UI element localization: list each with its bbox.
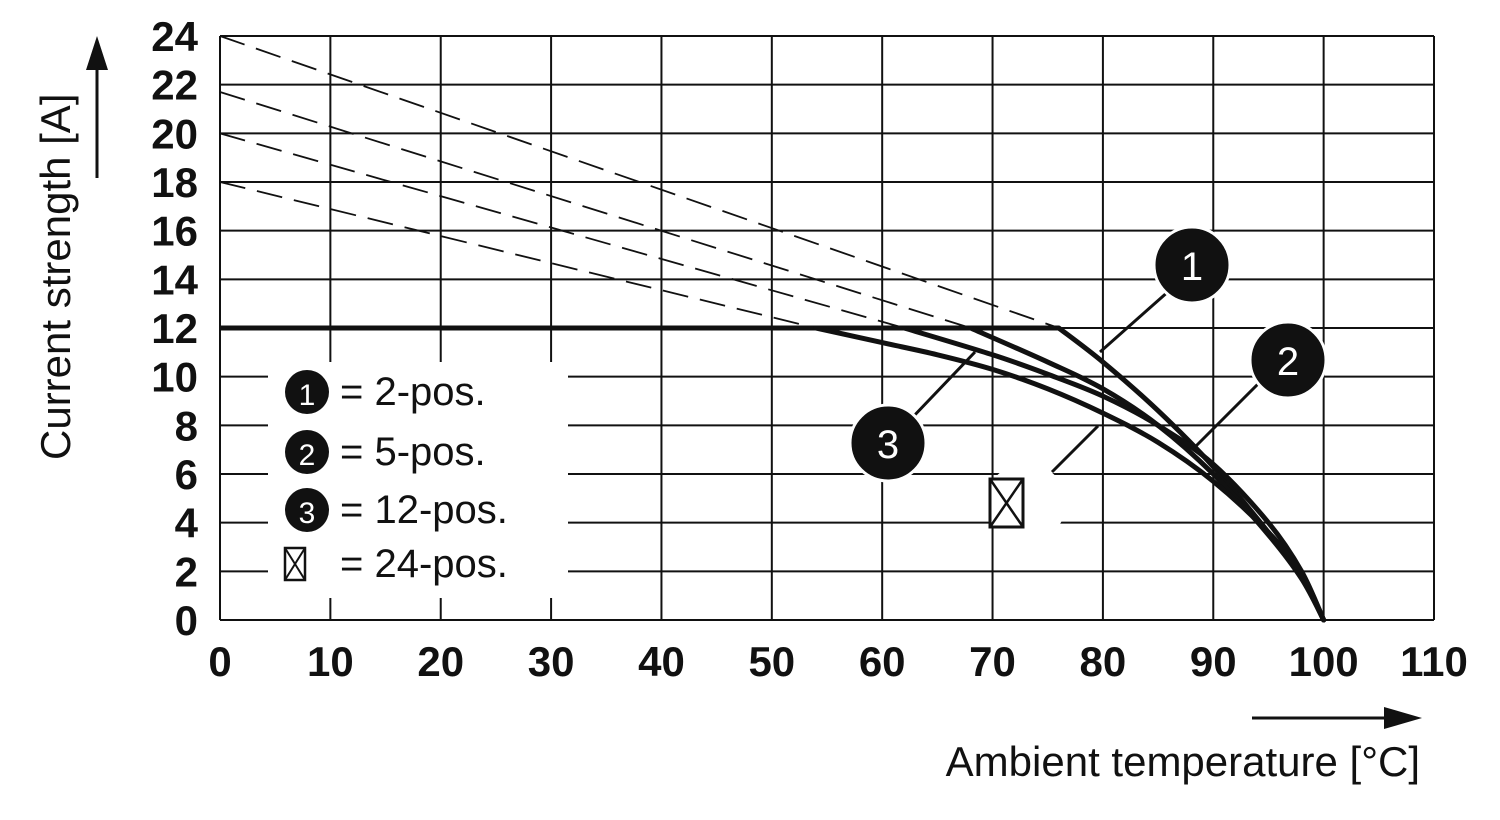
callout-3-marker bbox=[848, 403, 928, 483]
y-tick-label: 6 bbox=[175, 451, 198, 498]
legend-marker-1 bbox=[285, 370, 329, 414]
callout-24-pos bbox=[986, 424, 1100, 543]
callout-2: 2 bbox=[1192, 320, 1328, 450]
series-1-extrapolation bbox=[219, 35, 1060, 329]
derating-curves bbox=[220, 325, 1327, 623]
legend-marker-3 bbox=[285, 488, 329, 532]
callout-crossed-box-icon bbox=[988, 477, 1025, 529]
series-3-extrapolation bbox=[219, 132, 905, 329]
x-axis-title: Ambient temperature [°C] bbox=[946, 738, 1420, 785]
y-tick-label: 2 bbox=[175, 548, 198, 595]
callout-3: 3 bbox=[848, 350, 977, 483]
callout-1-marker bbox=[1152, 225, 1232, 305]
legend-marker-2 bbox=[285, 430, 329, 474]
y-tick-label: 16 bbox=[151, 208, 198, 255]
x-tick-label: 80 bbox=[1080, 638, 1127, 685]
callout-3-label: 3 bbox=[877, 423, 899, 467]
grid bbox=[219, 35, 1435, 621]
legend-marker-3-label: 3 bbox=[299, 497, 316, 530]
y-tick-label: 8 bbox=[175, 402, 198, 449]
x-tick-label: 10 bbox=[307, 638, 354, 685]
y-axis-title: Current strength [A] bbox=[32, 94, 79, 461]
x-tick-label: 40 bbox=[638, 638, 685, 685]
y-axis-arrow bbox=[86, 36, 108, 178]
y-tick-label: 10 bbox=[151, 354, 198, 401]
legend: 1 = 2-pos. 2 = 5-pos. 3 = 12-pos. = 24-p… bbox=[268, 362, 568, 598]
series-2-extrapolation bbox=[219, 91, 971, 329]
callout-2-marker bbox=[1248, 320, 1328, 400]
y-tick-label: 14 bbox=[151, 256, 198, 303]
x-tick-label: 100 bbox=[1289, 638, 1359, 685]
x-tick-label: 50 bbox=[748, 638, 795, 685]
x-axis-arrow bbox=[1252, 707, 1422, 729]
y-tick-label: 0 bbox=[175, 597, 198, 644]
callout-24-pos-bg bbox=[986, 463, 1066, 543]
series-4-curve bbox=[813, 325, 1327, 623]
y-tick-label: 24 bbox=[151, 13, 198, 60]
legend-item-5-pos: 2 = 5-pos. bbox=[285, 430, 486, 474]
callout-1: 1 bbox=[1099, 225, 1232, 354]
dashed-extrapolations bbox=[219, 35, 1060, 329]
legend-item-12-pos: 3 = 12-pos. bbox=[285, 488, 508, 532]
legend-label-2-pos: = 2-pos. bbox=[340, 370, 486, 414]
callout-1-label: 1 bbox=[1181, 245, 1203, 289]
x-tick-label: 0 bbox=[208, 638, 231, 685]
legend-item-24-pos: = 24-pos. bbox=[283, 542, 508, 586]
callout-2-label: 2 bbox=[1277, 340, 1299, 384]
legend-crossed-box-icon bbox=[283, 546, 307, 582]
x-tick-label: 60 bbox=[859, 638, 906, 685]
legend-label-12-pos: = 12-pos. bbox=[340, 488, 508, 532]
series-3-curve bbox=[901, 325, 1327, 623]
legend-marker-1-label: 1 bbox=[299, 379, 316, 412]
series-4-extrapolation bbox=[219, 181, 817, 329]
y-tick-label: 20 bbox=[151, 110, 198, 157]
x-tick-label: 110 bbox=[1400, 638, 1468, 685]
x-tick-label: 90 bbox=[1190, 638, 1237, 685]
y-tick-label: 4 bbox=[175, 500, 199, 547]
legend-label-5-pos: = 5-pos. bbox=[340, 430, 486, 474]
y-tick-label: 12 bbox=[151, 305, 198, 352]
x-tick-label: 30 bbox=[528, 638, 575, 685]
series-2-curve bbox=[967, 325, 1327, 623]
y-tick-label: 18 bbox=[151, 159, 198, 206]
legend-label-24-pos: = 24-pos. bbox=[340, 542, 508, 586]
x-tick-label: 20 bbox=[417, 638, 464, 685]
tick-labels: 0 10 20 30 40 50 60 70 80 90 100 110024681012141618… bbox=[151, 13, 1468, 685]
legend-item-2-pos: 1 = 2-pos. bbox=[285, 370, 486, 414]
y-tick-label: 22 bbox=[151, 62, 198, 109]
legend-marker-2-label: 2 bbox=[299, 439, 316, 472]
x-tick-label: 70 bbox=[969, 638, 1016, 685]
